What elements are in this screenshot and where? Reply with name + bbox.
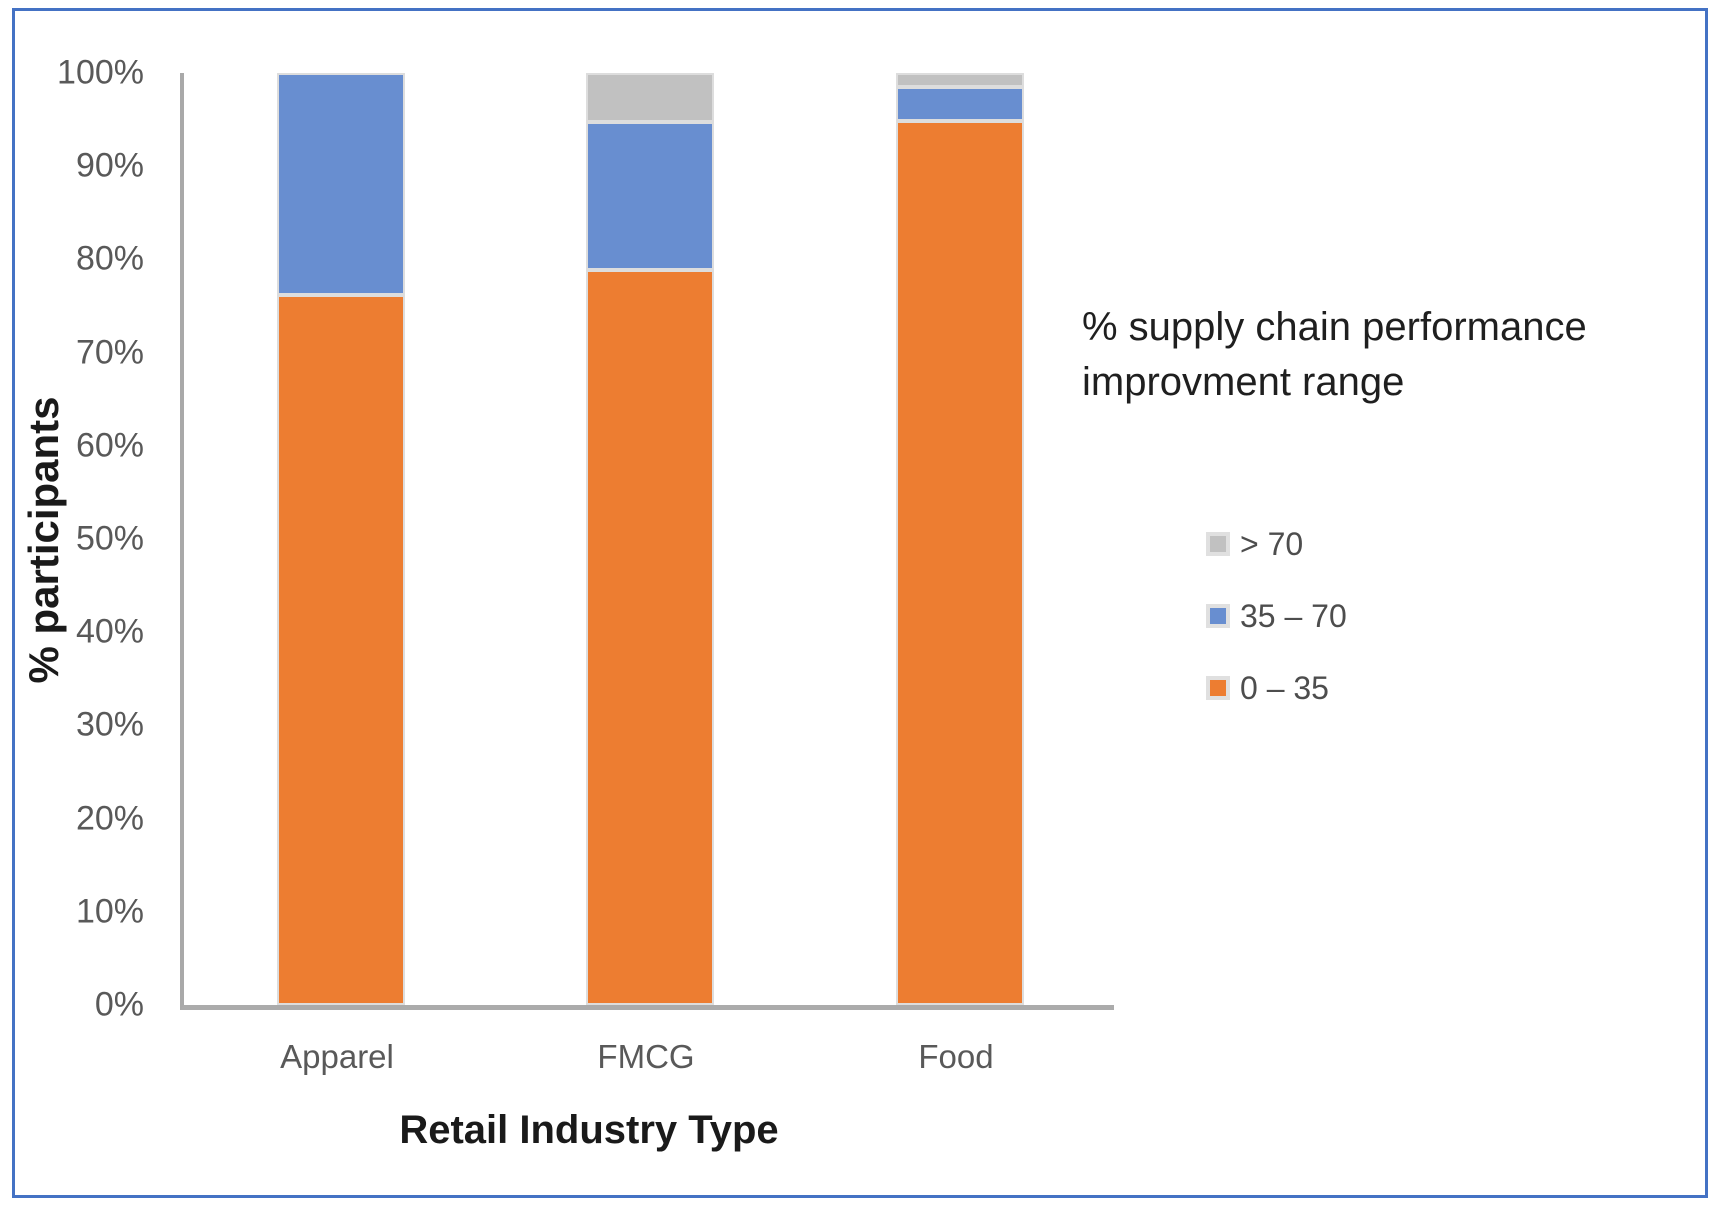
category-label: FMCG bbox=[597, 1038, 695, 1075]
bar-food bbox=[896, 73, 1024, 1005]
y-tick-label: 60% bbox=[75, 426, 144, 465]
y-tick-label: 100% bbox=[57, 53, 144, 92]
category-label: Food bbox=[918, 1038, 994, 1075]
legend-item: > 70 bbox=[1206, 528, 1347, 560]
bar-segment bbox=[896, 121, 1024, 1005]
y-axis-ticks: 100% 90% 80% 70% 60% 50% 40% 30% 20% 10% 0% bbox=[20, 54, 144, 1024]
legend-item: 35 – 70 bbox=[1206, 600, 1347, 632]
category-label: Apparel bbox=[280, 1038, 394, 1075]
legend-item: 0 – 35 bbox=[1206, 672, 1347, 704]
bar-segment bbox=[277, 73, 405, 295]
bar-segment bbox=[277, 294, 405, 1005]
bar-segment bbox=[896, 73, 1024, 87]
y-tick-label: 30% bbox=[75, 705, 144, 744]
y-tick-label: 70% bbox=[75, 333, 144, 372]
legend-swatch bbox=[1206, 676, 1230, 700]
bar-fmcg bbox=[586, 73, 714, 1005]
legend-item-label: 0 – 35 bbox=[1240, 670, 1329, 706]
y-tick-label: 50% bbox=[75, 519, 144, 558]
legend-item-label: > 70 bbox=[1240, 526, 1304, 562]
legend-swatch bbox=[1206, 604, 1230, 628]
x-axis-title: Retail Industry Type bbox=[399, 1108, 779, 1152]
bar-segment bbox=[896, 87, 1024, 122]
legend-title: % supply chain performance improvment ra… bbox=[1082, 305, 1587, 405]
legend-swatch bbox=[1206, 532, 1230, 556]
y-tick-label: 20% bbox=[75, 799, 144, 838]
legend-item-label: 35 – 70 bbox=[1240, 598, 1347, 634]
y-tick-label: 10% bbox=[75, 892, 144, 931]
y-tick-label: 40% bbox=[75, 612, 144, 651]
y-tick-label: 0% bbox=[94, 985, 144, 1024]
bar-segment bbox=[586, 122, 714, 270]
bar-apparel bbox=[277, 73, 405, 1005]
bar-segment bbox=[586, 269, 714, 1005]
plot-area bbox=[180, 73, 1114, 1010]
y-tick-label: 80% bbox=[75, 239, 144, 278]
x-axis-labels: Apparel FMCG Food bbox=[180, 1038, 1110, 1082]
bar-segment bbox=[586, 73, 714, 123]
y-tick-label: 90% bbox=[75, 146, 144, 185]
legend: > 70 35 – 70 0 – 35 bbox=[1206, 528, 1347, 704]
